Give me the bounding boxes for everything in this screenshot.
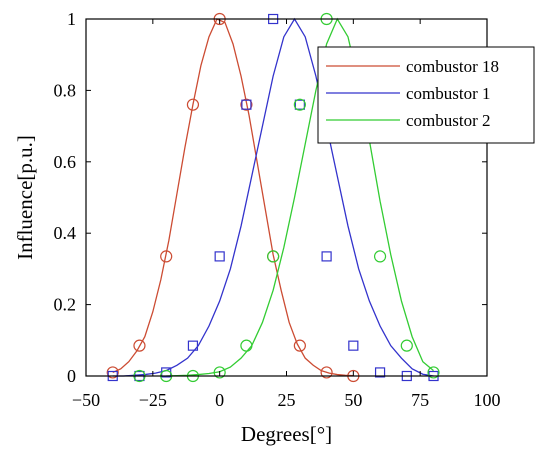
x-axis-label: Degrees[°] (241, 422, 332, 446)
series-marker (240, 98, 253, 111)
series-marker (213, 366, 226, 379)
series-marker (293, 98, 306, 111)
series-marker (133, 339, 146, 352)
x-tick-label: 50 (344, 390, 362, 410)
y-axis-label: Influence[p.u.] (13, 135, 37, 260)
x-tick-label: 0 (215, 390, 224, 410)
y-axis-ticks: 0 0.2 0.4 0.6 0.8 1 (54, 9, 487, 386)
series-marker (106, 366, 119, 379)
x-tick-label: 25 (278, 390, 296, 410)
series-marker (267, 250, 280, 263)
series-marker (293, 339, 306, 352)
legend-label: combustor 1 (406, 84, 491, 103)
x-tick-label: 100 (474, 390, 501, 410)
legend: combustor 18 combustor 1 combustor 2 (317, 46, 535, 144)
legend-label: combustor 2 (406, 111, 491, 130)
series-marker (186, 98, 200, 111)
series-marker (400, 339, 413, 352)
y-tick-label: 0.2 (54, 295, 77, 315)
series-marker (241, 99, 252, 110)
y-tick-label: 0 (67, 366, 76, 386)
legend-box (317, 46, 535, 144)
series-marker (374, 367, 386, 378)
series-marker (427, 366, 440, 379)
series-marker (214, 251, 225, 262)
series-group (133, 12, 440, 383)
series-marker (348, 340, 359, 351)
x-axis-ticks: −50 −25 0 25 50 75 100 (72, 19, 501, 410)
series-marker (160, 250, 173, 263)
y-tick-label: 1 (67, 9, 76, 29)
series-layer (106, 12, 440, 383)
series-marker (321, 251, 332, 262)
y-tick-label: 0.8 (54, 80, 77, 100)
series-marker (187, 340, 199, 351)
y-tick-label: 0.4 (54, 223, 77, 243)
x-tick-label: −50 (72, 390, 100, 410)
x-tick-label: 75 (411, 390, 429, 410)
legend-label: combustor 18 (406, 57, 499, 76)
series-marker (373, 250, 387, 263)
x-tick-label: −25 (139, 390, 167, 410)
series-marker (320, 366, 333, 379)
series-line (166, 17, 434, 377)
series-marker (294, 99, 305, 110)
series-line (112, 18, 354, 377)
y-tick-label: 0.6 (54, 152, 77, 172)
series-marker (240, 339, 253, 352)
